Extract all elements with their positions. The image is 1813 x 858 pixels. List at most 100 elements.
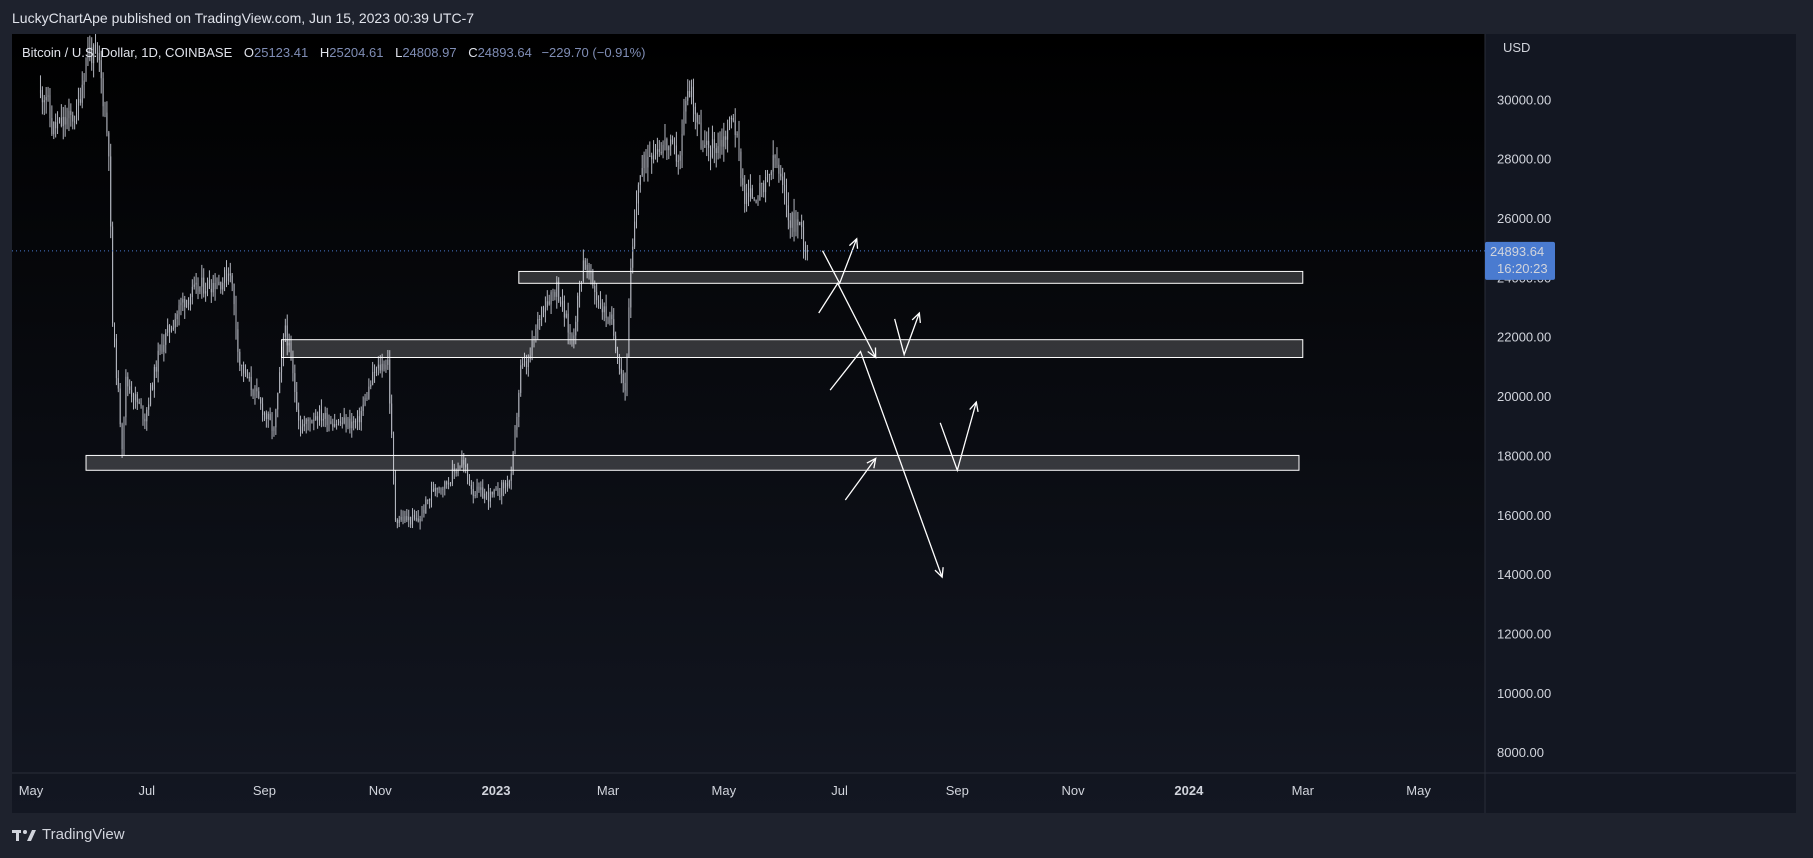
- candle-body: [102, 78, 104, 107]
- candle-body: [110, 156, 112, 227]
- candle-body: [487, 492, 489, 502]
- time-tick-label: Sep: [946, 783, 969, 798]
- candle-body: [381, 363, 383, 371]
- candle-body: [184, 298, 186, 308]
- candle-body: [721, 139, 723, 147]
- candle-body: [645, 154, 647, 168]
- candle-body: [436, 487, 438, 490]
- candle-body: [104, 106, 106, 113]
- candle-body: [320, 409, 322, 421]
- candle-body: [596, 292, 598, 301]
- price-tick-label: 14000.00: [1497, 567, 1551, 582]
- brand-name: TradingView: [42, 826, 125, 843]
- candle-body: [193, 284, 195, 287]
- candle-body: [330, 421, 332, 424]
- candle-body: [220, 281, 222, 290]
- candle-body: [267, 413, 269, 419]
- candle-body: [317, 416, 319, 421]
- candle-body: [157, 350, 159, 372]
- candle-body: [396, 519, 398, 524]
- candle-body: [689, 91, 691, 97]
- candle-body: [246, 369, 248, 379]
- countdown-text: 16:20:23: [1497, 261, 1548, 276]
- candle-body: [527, 359, 529, 368]
- candle-body: [252, 389, 254, 396]
- candle-body: [180, 302, 182, 306]
- arrow-layer: [818, 237, 979, 579]
- candle-body: [451, 468, 453, 484]
- candle-body: [785, 190, 787, 206]
- candle-body: [732, 117, 734, 121]
- candle-body: [774, 155, 776, 159]
- candle-body: [455, 471, 457, 474]
- candle-body: [590, 271, 592, 274]
- candle-body: [766, 173, 768, 177]
- candle-body: [799, 222, 801, 226]
- candle-body: [778, 164, 780, 174]
- candle-body: [757, 200, 759, 203]
- time-tick-label: Mar: [1292, 783, 1315, 798]
- price-tick-label: 28000.00: [1497, 152, 1551, 167]
- candle-body: [505, 482, 507, 489]
- candle-body: [70, 110, 72, 115]
- candle-body: [218, 281, 220, 286]
- candle-body: [446, 481, 448, 485]
- candle-body: [711, 139, 713, 158]
- chart-canvas[interactable]: 30000.0028000.0026000.0024000.0022000.00…: [12, 34, 1796, 813]
- candle-body: [442, 488, 444, 490]
- price-tick-label: 12000.00: [1497, 627, 1551, 642]
- candle-body: [565, 313, 567, 318]
- open-label: O: [243, 45, 254, 60]
- candle-body: [159, 344, 161, 351]
- candle-body: [345, 417, 347, 428]
- candle-body: [391, 403, 393, 435]
- candle-body: [586, 264, 588, 270]
- candle-body: [531, 340, 533, 356]
- candle-body: [444, 481, 446, 489]
- candle-body: [782, 176, 784, 185]
- candle-body: [74, 121, 76, 123]
- candle-body: [144, 418, 146, 422]
- footer: TradingView: [12, 826, 125, 843]
- plot-background: [12, 34, 1485, 813]
- candle-body: [571, 334, 573, 345]
- price-tick-label: 10000.00: [1497, 686, 1551, 701]
- close-value: 24893.64: [477, 45, 532, 60]
- candle-body: [207, 280, 209, 291]
- price-tick-label: 20000.00: [1497, 389, 1551, 404]
- candle-body: [603, 306, 605, 313]
- candle-body: [744, 184, 746, 204]
- candle-body: [552, 292, 554, 294]
- candle-body: [286, 325, 288, 346]
- candle-body: [611, 314, 613, 320]
- candle-body: [694, 106, 696, 115]
- candle-body: [556, 281, 558, 297]
- candle-body: [123, 417, 125, 450]
- candle-body: [81, 84, 83, 103]
- candle-body: [797, 219, 799, 226]
- candle-body: [68, 110, 70, 119]
- candle-body: [332, 423, 334, 427]
- candle-body: [155, 366, 157, 372]
- candle-body: [360, 410, 362, 423]
- candle-body: [311, 420, 313, 424]
- candle-body: [362, 404, 364, 411]
- candle-body: [715, 148, 717, 154]
- candle-body: [372, 372, 374, 385]
- candle-body: [309, 421, 311, 424]
- candle-body: [431, 489, 433, 499]
- tradingview-logo-icon: [12, 829, 36, 841]
- candle-body: [334, 424, 336, 427]
- candle-body: [489, 491, 491, 502]
- candle-body: [282, 336, 284, 356]
- candle-body: [324, 412, 326, 419]
- candle-body: [136, 394, 138, 403]
- candle-body: [427, 499, 429, 501]
- candle-body: [761, 183, 763, 185]
- candle-body: [119, 388, 121, 425]
- candle-body: [328, 421, 330, 426]
- candle-body: [660, 151, 662, 154]
- candle-body: [165, 332, 167, 345]
- candle-body: [298, 409, 300, 421]
- candle-body: [624, 383, 626, 391]
